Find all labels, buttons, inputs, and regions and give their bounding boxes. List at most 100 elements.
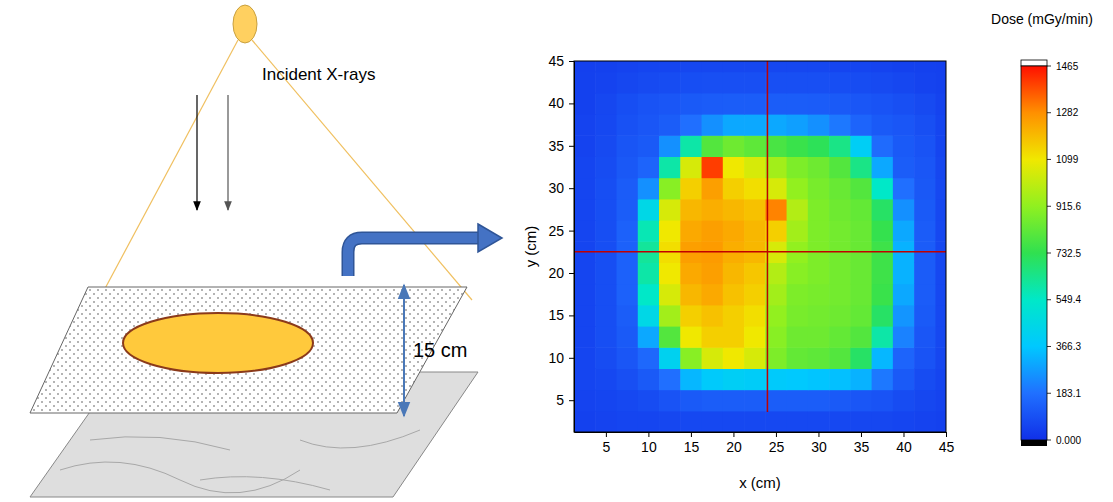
heatmap-cell xyxy=(702,61,724,72)
colorbar-tick-mark xyxy=(1047,159,1051,160)
y-tick-mark xyxy=(569,103,574,104)
heatmap-cell xyxy=(808,178,830,200)
colorbar-tick-label: 0.000 xyxy=(1056,435,1081,446)
heatmap-cell xyxy=(787,368,809,390)
heatmap-cell xyxy=(595,114,617,136)
beam-label: Incident X-rays xyxy=(262,65,375,84)
x-tick-mark xyxy=(903,432,904,437)
y-tick: 40 xyxy=(548,95,574,111)
y-tick-mark xyxy=(569,358,574,359)
colorbar-tick-label: 1282 xyxy=(1056,107,1079,118)
heatmap-cell xyxy=(765,178,787,200)
setup-diagram: Incident X-rays15 cm xyxy=(30,5,502,497)
heatmap-cell xyxy=(574,114,596,136)
heatmap-cell xyxy=(659,178,681,200)
heatmap-cell xyxy=(893,305,915,327)
heatmap-cell xyxy=(574,61,596,72)
heatmap-cell xyxy=(574,262,596,284)
heatmap-cell xyxy=(765,199,787,221)
x-tick-label: 5 xyxy=(602,439,610,455)
heatmap-cell xyxy=(914,411,936,432)
heatmap-cell xyxy=(829,326,851,348)
heatmap-cell xyxy=(723,135,745,157)
heatmap-cell xyxy=(808,305,830,327)
heatmap-cell xyxy=(787,411,809,432)
heatmap-cell xyxy=(744,284,766,306)
heatmap-cell xyxy=(617,114,639,136)
heatmap-cell xyxy=(680,347,702,369)
heatmap-cell xyxy=(702,93,724,115)
heatmap-cell xyxy=(935,390,946,412)
heatmap-cell xyxy=(680,411,702,432)
heatmap-cell xyxy=(787,347,809,369)
heatmap-cell xyxy=(893,93,915,115)
heatmap-cell xyxy=(914,347,936,369)
heatmap-cell xyxy=(787,93,809,115)
x-tick-label: 30 xyxy=(811,439,827,455)
heatmap-cell xyxy=(744,368,766,390)
heatmap-cell xyxy=(850,411,872,432)
heatmap-cell xyxy=(872,326,894,348)
heatmap-cell xyxy=(914,61,936,72)
heatmap-cell xyxy=(617,411,639,432)
heatmap-cell xyxy=(574,390,596,412)
x-tick-label: 20 xyxy=(726,439,742,455)
x-tick: 35 xyxy=(854,432,870,455)
heatmap-cell xyxy=(723,61,745,72)
heatmap-cell xyxy=(850,135,872,157)
heatmap-cell xyxy=(744,72,766,94)
heatmap-cell xyxy=(914,284,936,306)
heatmap-cell xyxy=(574,347,596,369)
heatmap-cell xyxy=(617,326,639,348)
heatmap-cell xyxy=(680,390,702,412)
heatmap-cell xyxy=(893,411,915,432)
y-tick-mark xyxy=(569,315,574,316)
heatmap-cell xyxy=(702,347,724,369)
distance-arrow xyxy=(403,285,405,416)
heatmap-cell xyxy=(808,135,830,157)
heatmap-cell xyxy=(744,156,766,178)
heatmap-cell xyxy=(702,72,724,94)
colorbar: 0.000183.1366.3549.4732.5915.61099128214… xyxy=(991,11,1093,446)
heatmap-cell xyxy=(765,114,787,136)
heatmap-cell xyxy=(893,156,915,178)
heatmap-cell xyxy=(723,93,745,115)
heatmap-cell xyxy=(680,305,702,327)
heatmap-cell xyxy=(702,220,724,242)
y-tick-label: 15 xyxy=(548,307,564,323)
heatmap-cell xyxy=(872,61,894,72)
heatmap-cell xyxy=(893,199,915,221)
heatmap-cell xyxy=(893,284,915,306)
heatmap-cell xyxy=(935,199,946,221)
heatmap-cell xyxy=(935,93,946,115)
heatmap-cell xyxy=(829,390,851,412)
heatmap-cell xyxy=(872,390,894,412)
x-tick: 30 xyxy=(811,432,827,455)
heatmap-cell xyxy=(680,156,702,178)
heatmap-cell xyxy=(659,284,681,306)
heatmap-cell xyxy=(744,326,766,348)
colorbar-tick-label: 1099 xyxy=(1056,154,1079,165)
heatmap-cell xyxy=(850,199,872,221)
colorbar-title: Dose (mGy/min) xyxy=(991,11,1093,27)
heatmap-cell xyxy=(723,411,745,432)
x-tick-mark xyxy=(946,432,947,437)
pointer-arrow xyxy=(348,238,480,276)
heatmap-cell xyxy=(702,199,724,221)
heatmap-cell xyxy=(680,326,702,348)
y-tick-mark xyxy=(569,61,574,62)
heatmap-cell xyxy=(638,93,660,115)
heatmap-cell xyxy=(808,93,830,115)
heatmap-cell xyxy=(638,135,660,157)
x-tick-label: 45 xyxy=(939,439,955,455)
heatmap-cell xyxy=(659,305,681,327)
heatmap-cell xyxy=(638,347,660,369)
x-tick-label: 25 xyxy=(769,439,785,455)
heatmap-cell xyxy=(808,390,830,412)
heatmap-cell xyxy=(872,178,894,200)
heatmap-cell xyxy=(935,114,946,136)
heatmap-cell xyxy=(914,178,936,200)
x-tick-mark xyxy=(691,432,692,437)
heatmap-cell xyxy=(872,114,894,136)
x-tick-mark xyxy=(733,432,734,437)
